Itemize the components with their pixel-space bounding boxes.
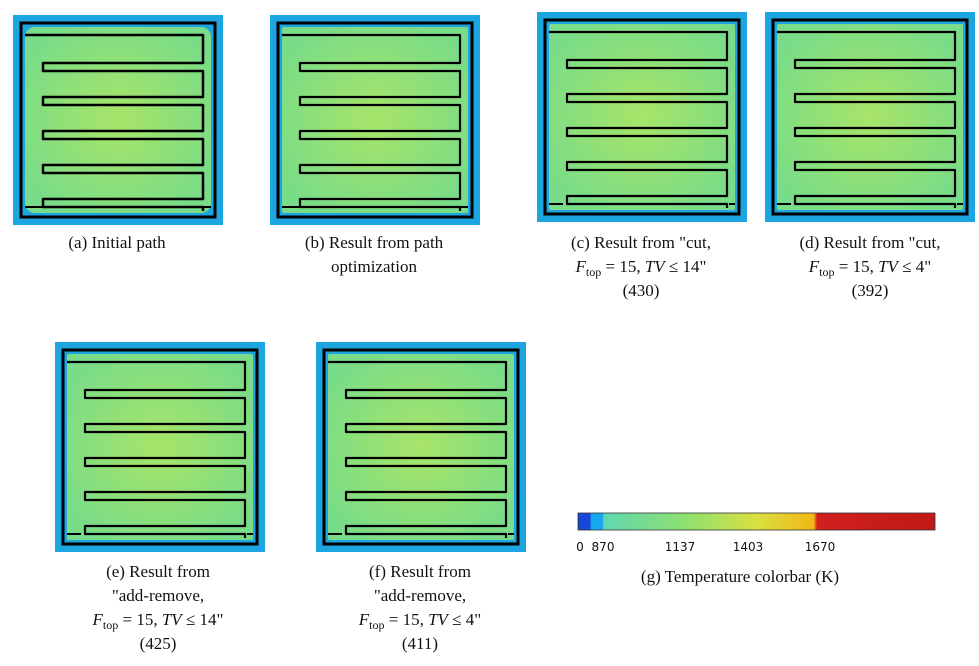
colorbar-tick: 870 bbox=[592, 540, 615, 554]
frame bbox=[61, 348, 259, 546]
caption-line: (d) Result from "cut, bbox=[799, 233, 940, 252]
frame bbox=[322, 348, 520, 546]
colorbar-tick: 1137 bbox=[665, 540, 696, 554]
frame bbox=[543, 18, 741, 216]
math-var: F bbox=[358, 610, 370, 629]
heat-field bbox=[67, 354, 253, 540]
heat-field bbox=[282, 27, 468, 213]
print-path bbox=[777, 30, 957, 208]
math-eq: = 15, bbox=[118, 610, 162, 629]
caption-line: "add-remove, bbox=[112, 586, 204, 605]
caption-line: (425) bbox=[140, 634, 177, 653]
math-var: TV bbox=[428, 610, 450, 629]
frame bbox=[276, 21, 474, 219]
math-var: TV bbox=[645, 257, 667, 276]
math-bound: ≤ 4" bbox=[898, 257, 931, 276]
caption-math: Ftop = 15, TV ≤ 4" bbox=[358, 610, 481, 632]
math-bound: ≤ 14" bbox=[665, 257, 707, 276]
math-bound: ≤ 14" bbox=[182, 610, 224, 629]
heat-field bbox=[549, 24, 735, 210]
math-var: TV bbox=[162, 610, 184, 629]
colorbar-tick: 0 bbox=[576, 540, 584, 554]
caption-line: (a) Initial path bbox=[68, 233, 166, 252]
caption-line: (c) Result from "cut, bbox=[571, 233, 711, 252]
caption-line: "add-remove, bbox=[374, 586, 466, 605]
colorbar-caption: (g) Temperature colorbar (K) bbox=[641, 567, 839, 586]
math-sub: top bbox=[103, 618, 118, 632]
math-var: TV bbox=[878, 257, 900, 276]
print-path bbox=[549, 30, 729, 208]
print-path bbox=[328, 360, 508, 538]
caption-line: (392) bbox=[852, 281, 889, 300]
heat-field bbox=[328, 354, 514, 540]
colorbar-tick: 1403 bbox=[733, 540, 764, 554]
print-path bbox=[67, 360, 247, 538]
math-var: F bbox=[92, 610, 104, 629]
caption-line: (430) bbox=[623, 281, 660, 300]
heat-field bbox=[25, 27, 211, 213]
print-path bbox=[282, 33, 462, 211]
caption-math: Ftop = 15, TV ≤ 4" bbox=[808, 257, 931, 279]
math-eq: = 15, bbox=[601, 257, 645, 276]
math-sub: top bbox=[819, 265, 834, 279]
math-bound: ≤ 4" bbox=[448, 610, 481, 629]
heat-field bbox=[777, 24, 963, 210]
caption-line: (411) bbox=[402, 634, 438, 653]
caption-line: optimization bbox=[331, 257, 417, 276]
caption-line: (e) Result from bbox=[106, 562, 210, 581]
math-var: F bbox=[575, 257, 587, 276]
frame bbox=[19, 21, 217, 219]
colorbar-tick: 1670 bbox=[805, 540, 836, 554]
print-path bbox=[25, 33, 205, 211]
caption-line: (f) Result from bbox=[369, 562, 471, 581]
frame bbox=[771, 18, 969, 216]
math-eq: = 15, bbox=[835, 257, 879, 276]
colorbar bbox=[577, 512, 936, 531]
math-var: F bbox=[808, 257, 820, 276]
math-eq: = 15, bbox=[385, 610, 429, 629]
math-sub: top bbox=[586, 265, 601, 279]
caption-math: Ftop = 15, TV ≤ 14" bbox=[575, 257, 707, 279]
caption-math: Ftop = 15, TV ≤ 14" bbox=[92, 610, 224, 632]
caption-line: (b) Result from path bbox=[305, 233, 444, 252]
math-sub: top bbox=[369, 618, 384, 632]
